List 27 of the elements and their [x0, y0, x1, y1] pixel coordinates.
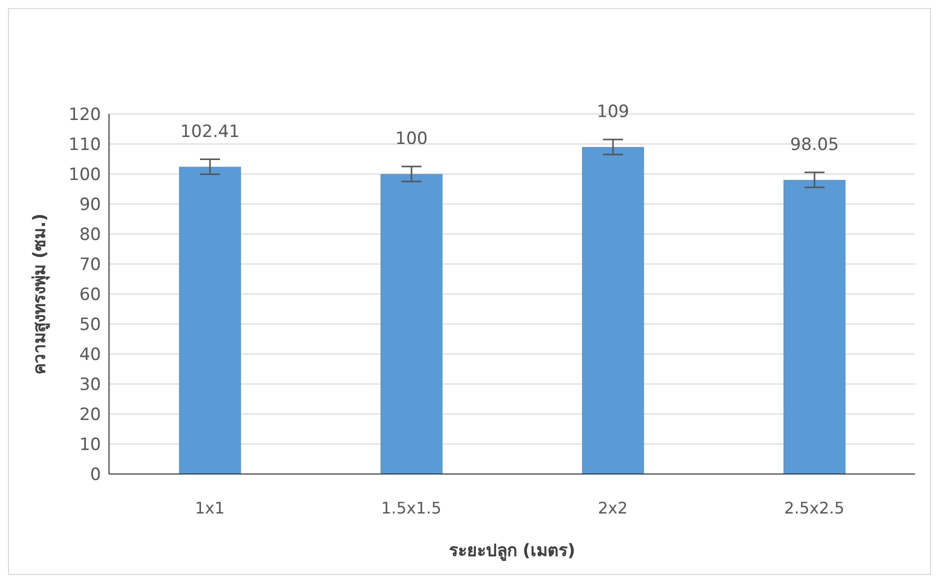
x-tick-label: 1x1	[194, 498, 225, 518]
y-tick-label: 100	[68, 165, 101, 186]
bar	[582, 147, 644, 474]
data-label: 100	[395, 129, 428, 149]
y-tick-label: 50	[79, 315, 101, 336]
y-axis-title: ความสูงทรงพุ่ม (ซม.)	[30, 214, 52, 374]
bar	[784, 180, 846, 474]
y-tick-label: 10	[79, 435, 101, 456]
x-axis-title: ระยะปลูก (เมตร)	[448, 541, 576, 562]
bar	[380, 174, 442, 474]
y-tick-label: 0	[90, 465, 101, 486]
data-label: 98.05	[790, 134, 839, 155]
y-tick-label: 60	[79, 285, 101, 306]
data-label: 109	[596, 102, 630, 122]
y-tick-label: 70	[79, 255, 101, 276]
y-tick-label: 40	[79, 345, 101, 366]
y-tick-label: 120	[68, 105, 101, 126]
y-tick-label: 20	[79, 405, 101, 426]
y-tick-label: 90	[79, 195, 101, 216]
x-tick-label: 1.5x1.5	[381, 498, 442, 518]
bar	[179, 166, 241, 474]
x-tick-label: 2.5x2.5	[784, 498, 844, 518]
y-tick-label: 80	[79, 225, 101, 246]
data-label: 102.41	[180, 122, 240, 142]
y-tick-label: 110	[68, 135, 101, 156]
y-tick-label: 30	[79, 375, 101, 396]
x-tick-label: 2x2	[598, 498, 628, 518]
